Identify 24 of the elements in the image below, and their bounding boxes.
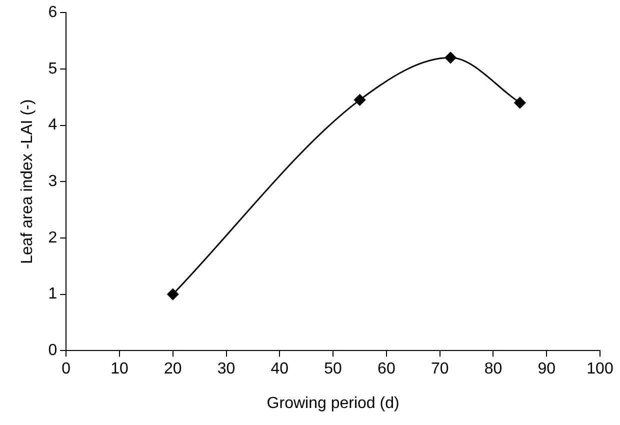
x-tick-label: 40 [270,360,289,378]
y-tick-label: 6 [48,4,58,22]
point [444,52,456,64]
x-tick-label: 100 [586,360,614,378]
y-axis-title: Leaf area index -LAI (-) [19,99,36,264]
x-tick-label: 0 [62,360,71,378]
x-tick-label: 30 [217,360,236,378]
x-tick-label: 70 [430,360,449,378]
y-tick-label: 1 [48,286,58,303]
point [354,94,366,106]
x-tick-label: 60 [378,360,396,378]
y-tick-label: 0 [48,342,58,360]
point [167,288,179,300]
y-tick-label: 2 [48,229,58,246]
x-tick-label: 50 [324,360,342,378]
point [514,96,526,108]
y-tick-label: 5 [48,60,58,78]
y-tick-label: 4 [48,116,58,134]
x-tick-label: 80 [484,360,502,378]
y-tick-label: 3 [48,173,58,190]
x-tick-label: 90 [538,360,556,378]
x-tick-label: 20 [164,360,182,378]
x-tick-label: 10 [110,360,128,378]
x-axis-title: Growing period (d) [266,394,400,412]
